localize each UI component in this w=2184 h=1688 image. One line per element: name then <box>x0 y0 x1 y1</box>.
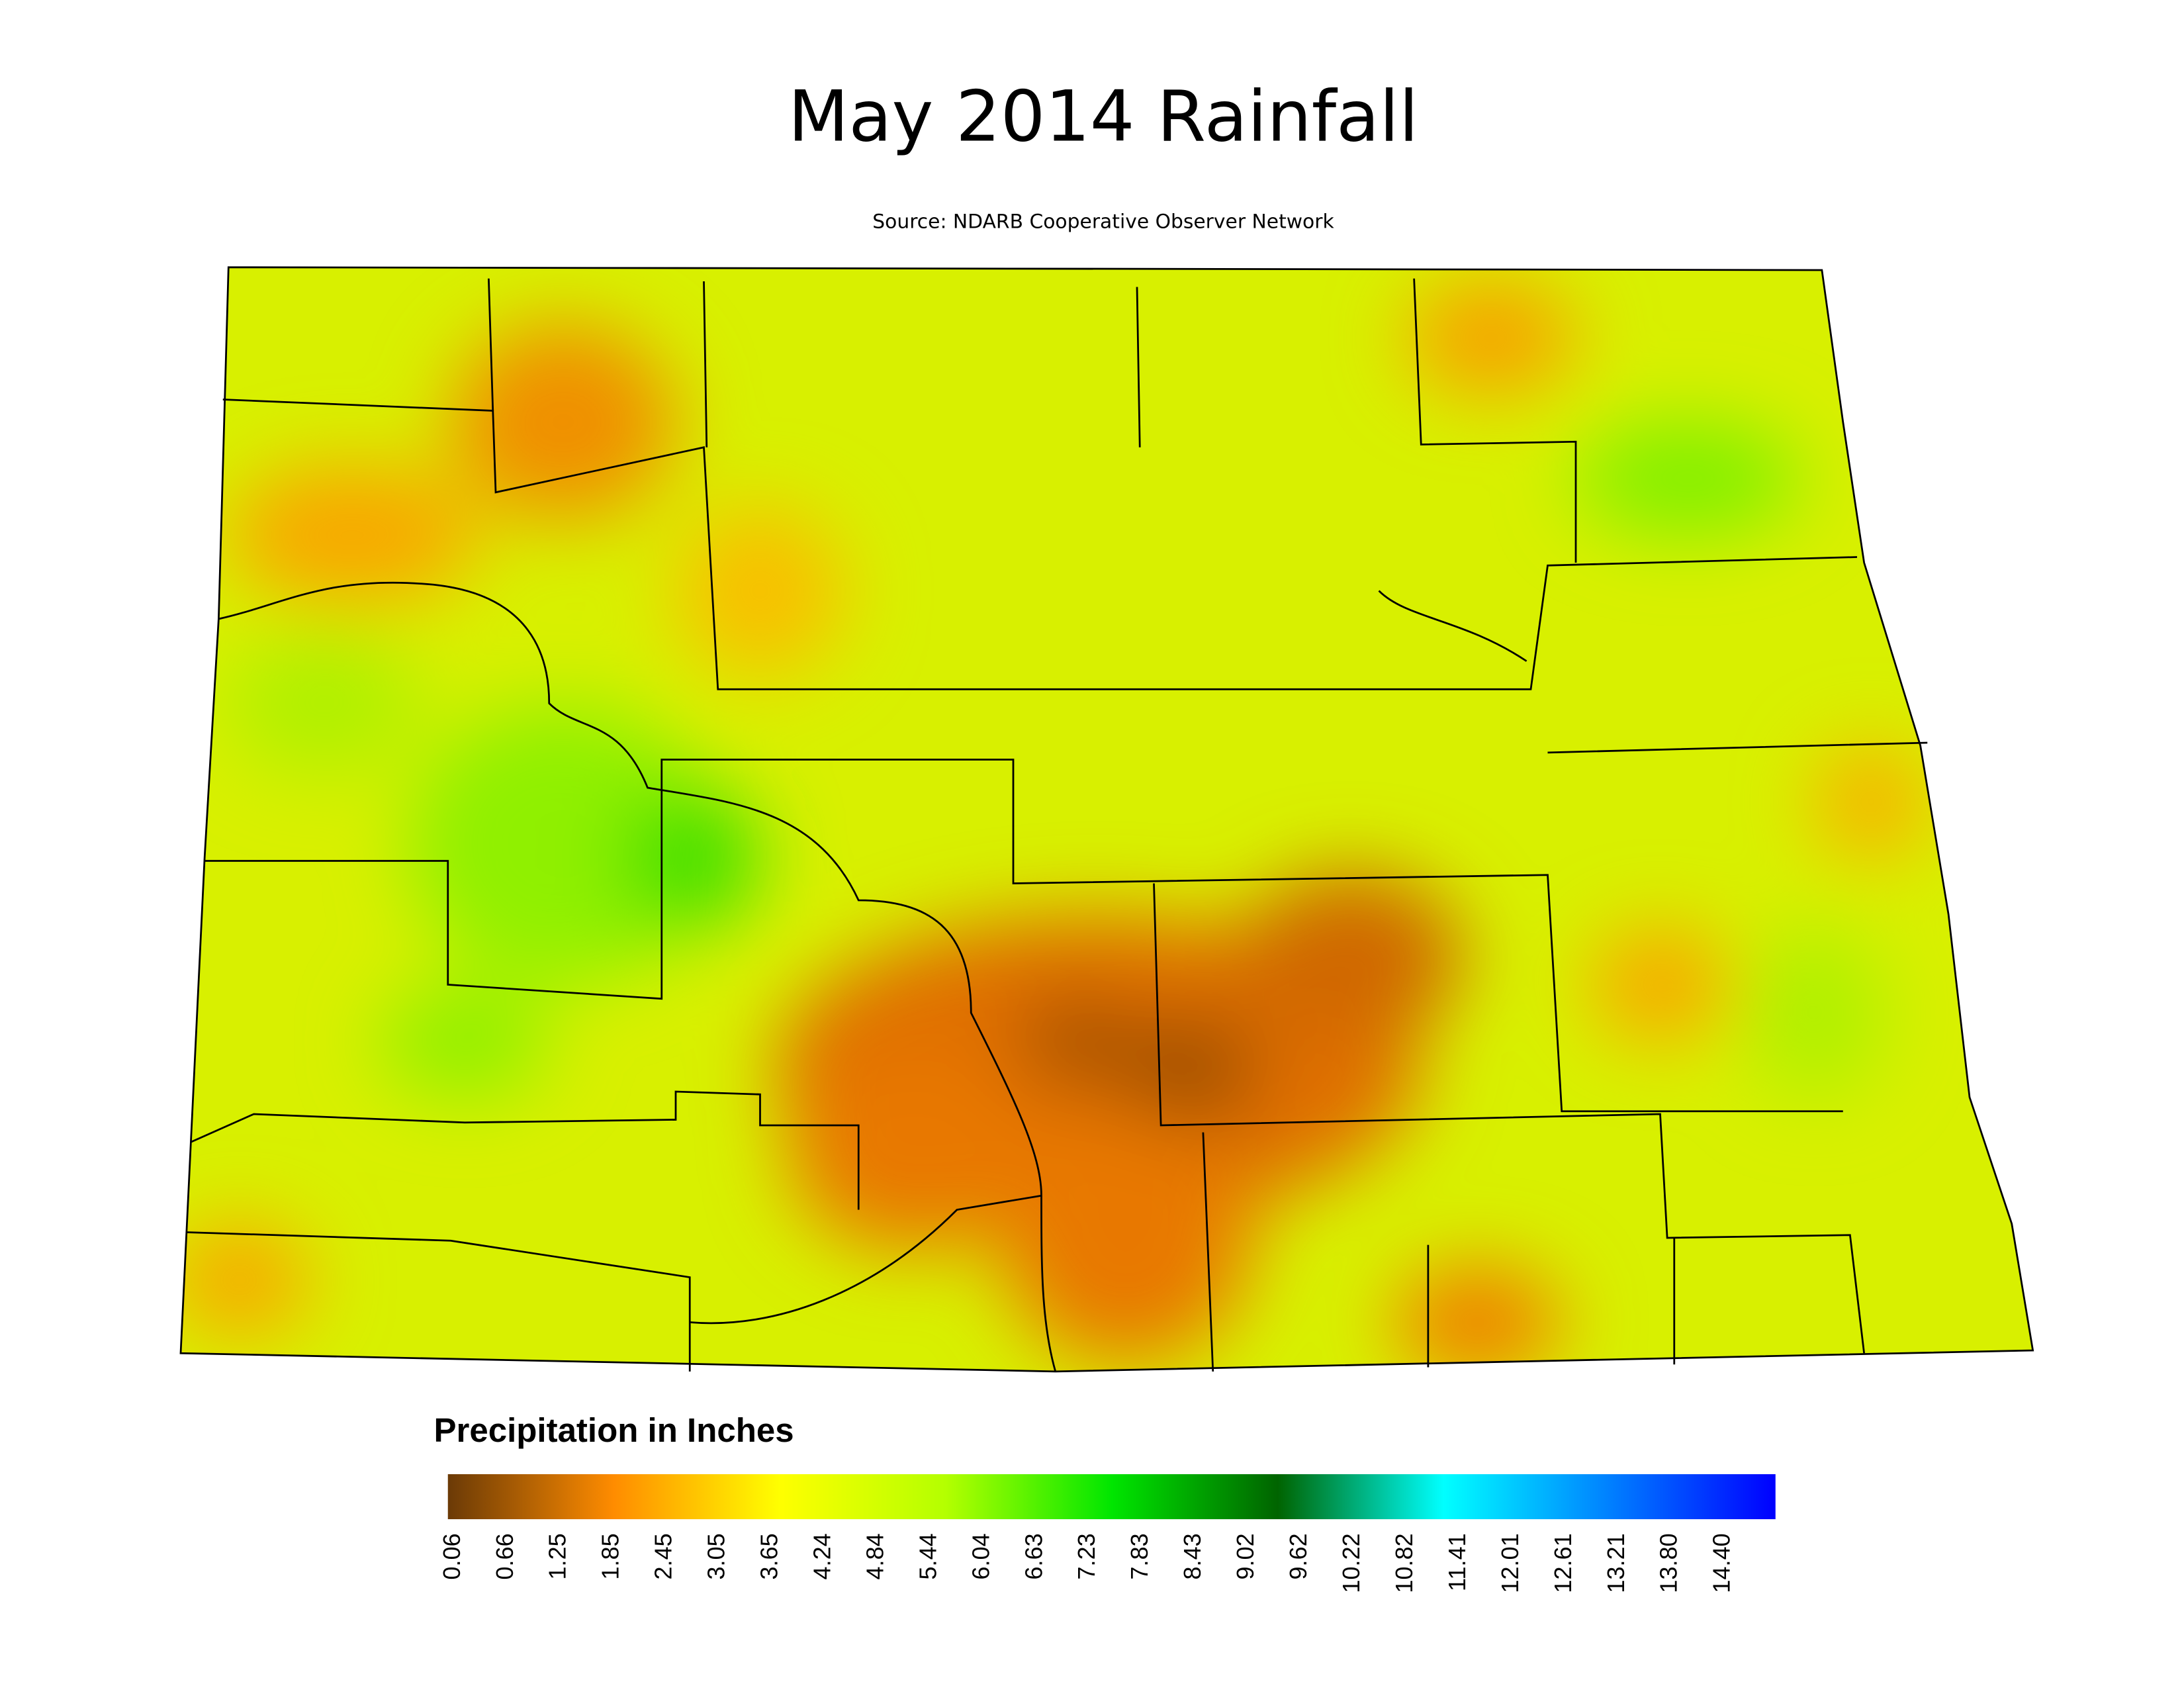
legend-tick-label: 3.05 <box>703 1533 730 1579</box>
legend-tick-label: 4.24 <box>808 1533 835 1579</box>
title: May 2014 Rainfall <box>788 76 1419 158</box>
legend-tick-label: 10.22 <box>1338 1533 1365 1593</box>
rainfall-map <box>181 267 2033 1372</box>
legend-tick-label: 7.83 <box>1126 1533 1153 1579</box>
color-bar <box>447 1474 1776 1519</box>
legend-tick-label: 14.40 <box>1708 1533 1735 1593</box>
legend-tick-label: 13.21 <box>1602 1533 1629 1593</box>
legend-tick-label: 11.41 <box>1443 1533 1471 1591</box>
legend-tick-label: 9.62 <box>1285 1533 1312 1579</box>
legend-tick-label: 4.84 <box>861 1533 888 1579</box>
legend-tick-label: 6.04 <box>967 1533 994 1579</box>
legend-tick-label: 10.82 <box>1390 1533 1418 1593</box>
subtitle: Source: NDARB Cooperative Observer Netwo… <box>872 210 1334 233</box>
legend-tick-label: 3.65 <box>756 1533 783 1579</box>
legend-ticks: 0.06 0.66 1.25 1.85 2.45 3.05 3.65 4.24 4.84 5.44… <box>438 1533 1735 1593</box>
legend-tick-label: 12.01 <box>1496 1533 1524 1593</box>
legend-tick-label: 0.66 <box>491 1533 518 1579</box>
legend-title: Precipitation in Inches <box>434 1411 794 1449</box>
state-outline <box>179 266 2034 1373</box>
legend-tick-label: 13.80 <box>1655 1533 1682 1593</box>
legend-tick-label: 5.44 <box>914 1533 941 1579</box>
legend-tick-label: 2.45 <box>650 1533 677 1579</box>
legend-tick-label: 7.23 <box>1073 1533 1100 1579</box>
legend-tick-label: 0.06 <box>438 1533 465 1579</box>
legend-tick-label: 6.63 <box>1020 1533 1047 1579</box>
county-lines <box>186 278 1928 1372</box>
legend-tick-label: 1.25 <box>544 1533 571 1579</box>
legend-tick-label: 8.43 <box>1179 1533 1206 1579</box>
legend-tick-label: 12.61 <box>1549 1533 1576 1593</box>
legend-tick-label: 9.02 <box>1232 1533 1259 1579</box>
legend-tick-label: 1.85 <box>597 1533 624 1579</box>
